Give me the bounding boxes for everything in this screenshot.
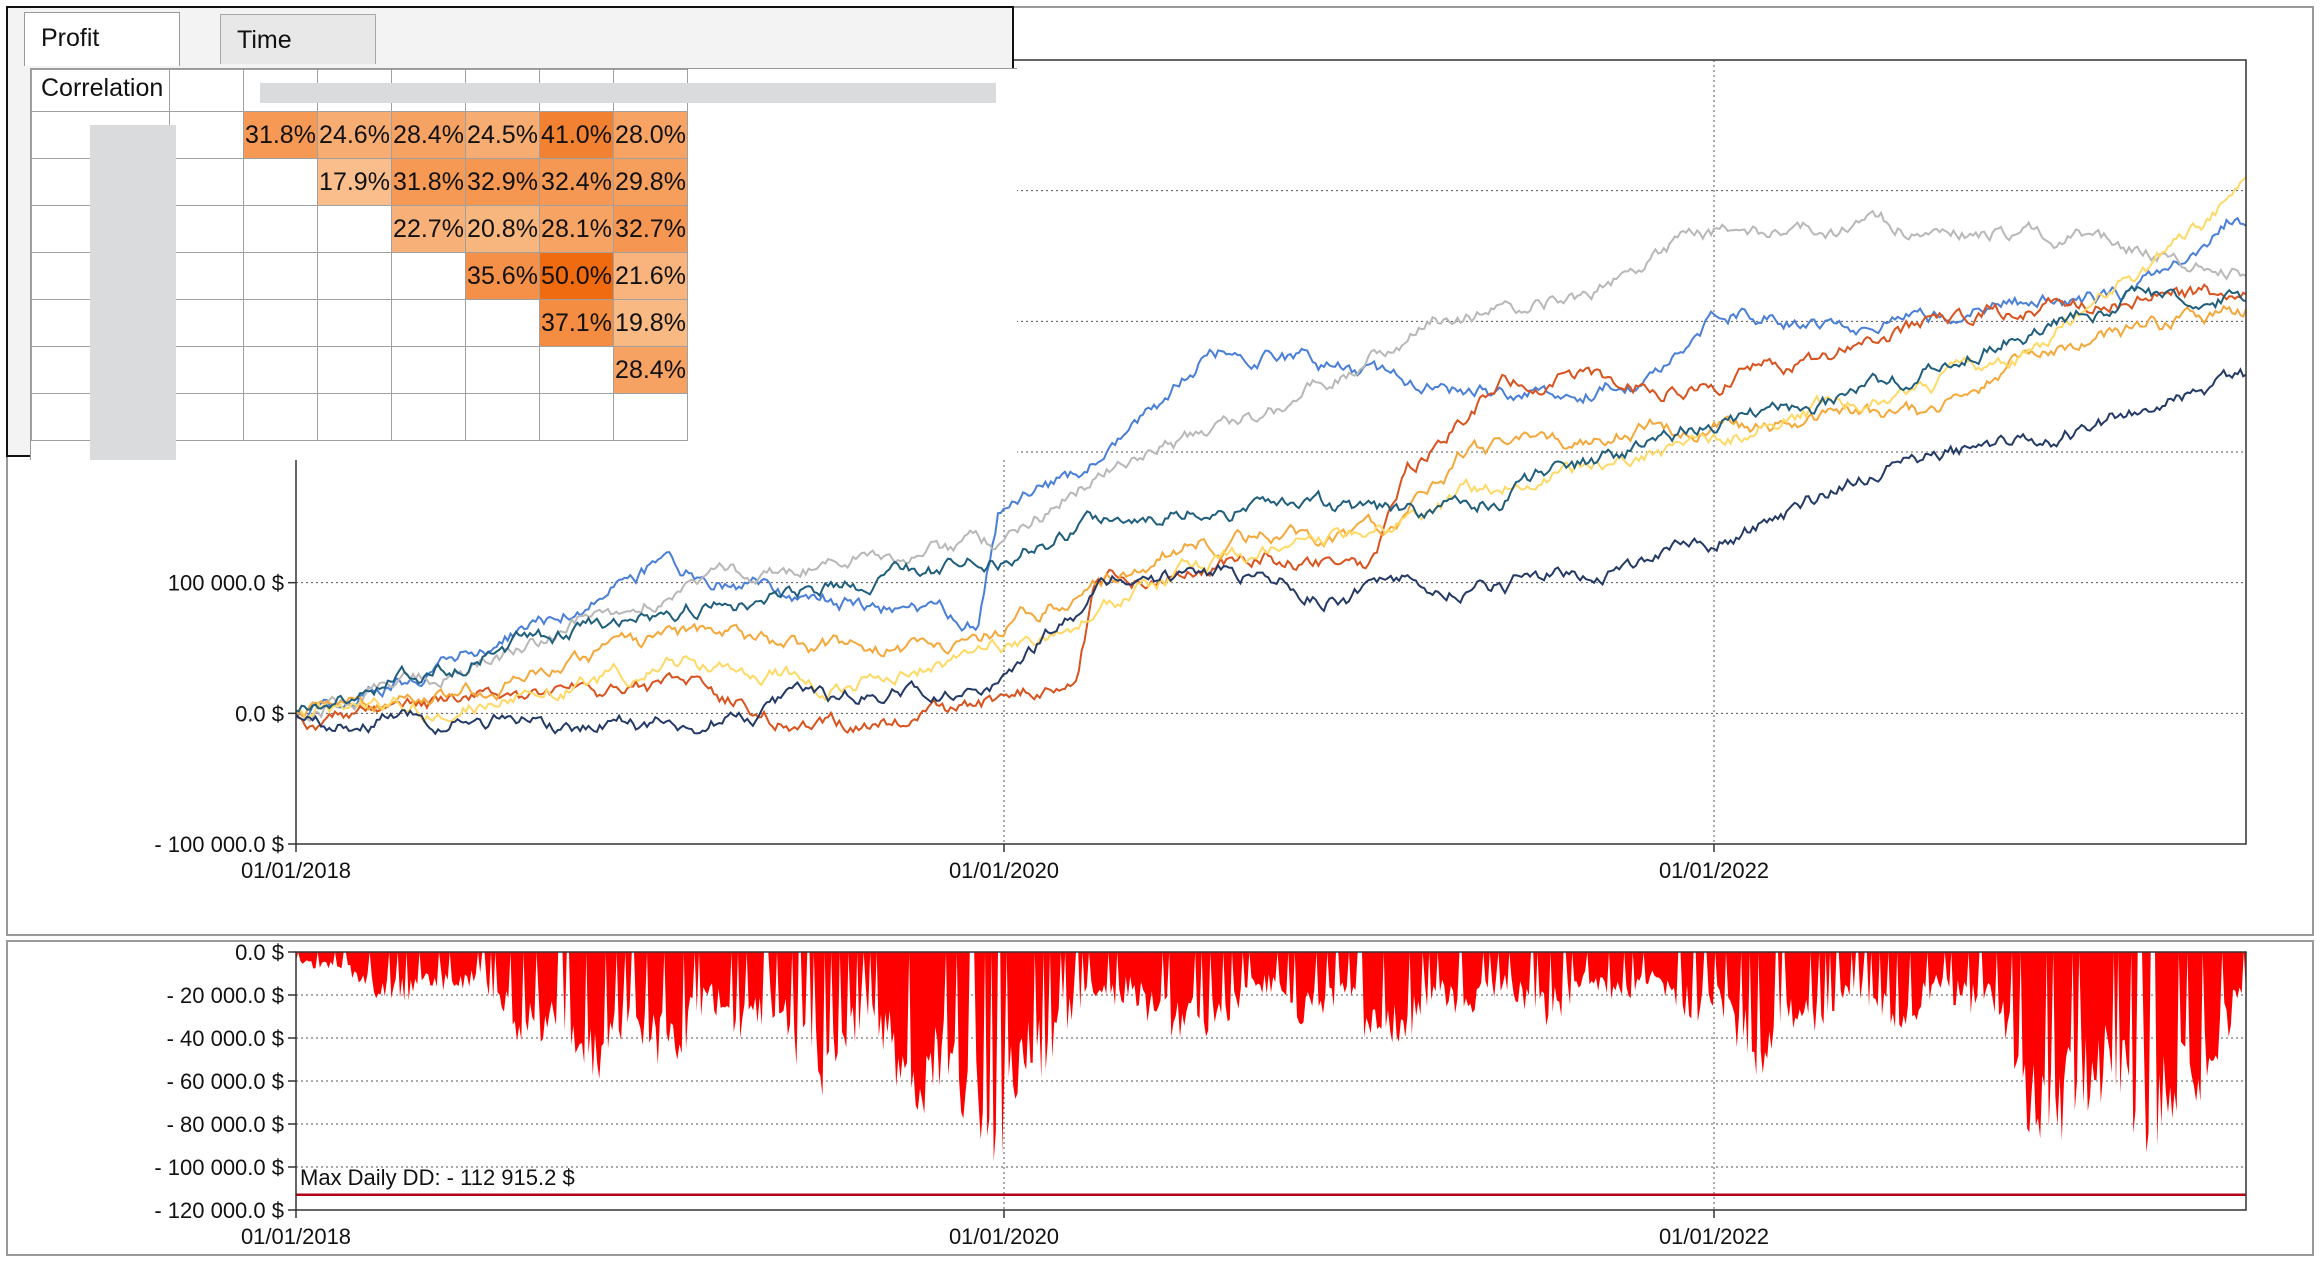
correlation-cell — [539, 346, 614, 394]
column-header-cell — [31, 69, 170, 112]
equity-x-axis: 01/01/2018 01/01/2020 01/01/2022 — [241, 844, 1769, 883]
column-header-cell — [169, 69, 244, 112]
correlation-cell: 28.4% — [391, 111, 466, 159]
correlation-cell — [391, 393, 466, 441]
correlation-cell: 19.8% — [613, 299, 688, 347]
drawdown-y-axis: 0.0 $ - 20 000.0 $ - 40 000.0 $ - 60 000.0 … — [154, 940, 296, 1223]
correlation-cell: 32.7% — [613, 205, 688, 253]
correlation-cell: 41.0% — [539, 111, 614, 159]
correlation-cell — [243, 252, 318, 300]
correlation-cell: 31.8% — [391, 158, 466, 206]
equity-y-tick-label: 100 000.0 $ — [168, 571, 284, 596]
correlation-cell — [243, 158, 318, 206]
correlation-cell — [465, 393, 540, 441]
correlation-cell — [391, 299, 466, 347]
equity-series-group — [295, 176, 2247, 736]
drawdown-area — [296, 952, 2246, 1162]
correlation-cell: 37.1% — [539, 299, 614, 347]
tab-profit-correlation[interactable]: Profit Correlation — [24, 12, 181, 102]
correlation-cell — [169, 252, 244, 300]
column-header-placeholder — [260, 83, 996, 103]
correlation-cell — [243, 299, 318, 347]
correlation-cell — [391, 252, 466, 300]
correlation-cell — [613, 393, 688, 441]
correlation-cell: 28.4% — [613, 346, 688, 394]
correlation-cell: 32.4% — [539, 158, 614, 206]
correlation-cell — [169, 299, 244, 347]
drawdown-y-tick-label: 0.0 $ — [235, 942, 284, 965]
drawdown-y-tick-label: - 80 000.0 $ — [167, 1112, 284, 1137]
correlation-cell: 21.6% — [613, 252, 688, 300]
correlation-cell — [169, 393, 244, 441]
correlation-cell: 20.8% — [465, 205, 540, 253]
drawdown-chart-panel: Max Daily DD: - 112 915.2 $ 0.0 $ - 20 00… — [6, 940, 2314, 1256]
equity-x-tick-label: 01/01/2020 — [949, 858, 1059, 883]
correlation-cell — [243, 393, 318, 441]
equity-series-line — [295, 209, 2247, 723]
drawdown-y-tick-label: - 40 000.0 $ — [167, 1026, 284, 1051]
max-drawdown-label: Max Daily DD: - 112 915.2 $ — [300, 1165, 575, 1190]
correlation-cell — [539, 393, 614, 441]
correlation-cell: 28.0% — [613, 111, 688, 159]
drawdown-x-tick-label: 01/01/2018 — [241, 1224, 351, 1249]
equity-series-line — [295, 283, 2247, 735]
correlation-cell: 35.6% — [465, 252, 540, 300]
drawdown-y-tick-label: - 120 000.0 $ — [154, 1198, 284, 1223]
correlation-cell — [465, 346, 540, 394]
equity-y-tick-label: - 100 000.0 $ — [154, 832, 284, 857]
correlation-cell — [169, 205, 244, 253]
correlation-row: 17.9% 31.8% 32.9% 32.4% 29.8% — [31, 158, 688, 206]
drawdown-x-tick-label: 01/01/2020 — [949, 1224, 1059, 1249]
correlation-cell: 22.7% — [391, 205, 466, 253]
equity-y-axis: 100 000.0 $ 0.0 $ - 100 000.0 $ — [154, 571, 296, 857]
correlation-cell: 24.5% — [465, 111, 540, 159]
correlation-cell: 50.0% — [539, 252, 614, 300]
correlation-cell: 17.9% — [317, 158, 392, 206]
correlation-grid: 31.8% 24.6% 28.4% 24.5% 41.0% 28.0% 17.9% 31.8%… — [30, 68, 1017, 460]
correlation-cell — [391, 346, 466, 394]
drawdown-y-tick-label: - 60 000.0 $ — [167, 1069, 284, 1094]
correlation-cell — [317, 252, 392, 300]
correlation-cell: 31.8% — [243, 111, 318, 159]
correlation-cell — [243, 205, 318, 253]
drawdown-x-tick-label: 01/01/2022 — [1659, 1224, 1769, 1249]
correlation-cell — [465, 299, 540, 347]
equity-x-tick-label: 01/01/2022 — [1659, 858, 1769, 883]
correlation-cell — [243, 346, 318, 394]
correlation-cell: 24.6% — [317, 111, 392, 159]
equity-series-line — [295, 367, 2247, 736]
drawdown-x-axis: 01/01/2018 01/01/2020 01/01/2022 — [241, 1210, 1769, 1249]
correlation-cell — [169, 158, 244, 206]
tab-time-correlation[interactable]: Time Correlation — [220, 14, 377, 104]
correlation-cell: 28.1% — [539, 205, 614, 253]
equity-x-tick-label: 01/01/2018 — [241, 858, 351, 883]
correlation-cell — [317, 205, 392, 253]
correlation-cell — [169, 111, 244, 159]
correlation-cell — [317, 393, 392, 441]
correlation-row: 37.1% 19.8% — [31, 299, 688, 347]
row-header-placeholder — [90, 125, 176, 460]
drawdown-chart: Max Daily DD: - 112 915.2 $ 0.0 $ - 20 00… — [154, 940, 2247, 1249]
equity-series-line — [295, 176, 2247, 724]
drawdown-y-tick-label: - 100 000.0 $ — [154, 1155, 284, 1180]
equity-series-line — [295, 304, 2247, 719]
correlation-cell: 29.8% — [613, 158, 688, 206]
drawdown-y-tick-label: - 20 000.0 $ — [167, 983, 284, 1008]
equity-y-tick-label: 0.0 $ — [235, 701, 284, 726]
correlation-cell — [169, 346, 244, 394]
correlation-window: Profit Correlation Time Correlation 31.8… — [6, 6, 1017, 460]
correlation-cell: 32.9% — [465, 158, 540, 206]
correlation-cell — [317, 346, 392, 394]
equity-series-line — [295, 216, 2247, 720]
equity-series-line — [295, 284, 2247, 713]
correlation-cell — [317, 299, 392, 347]
